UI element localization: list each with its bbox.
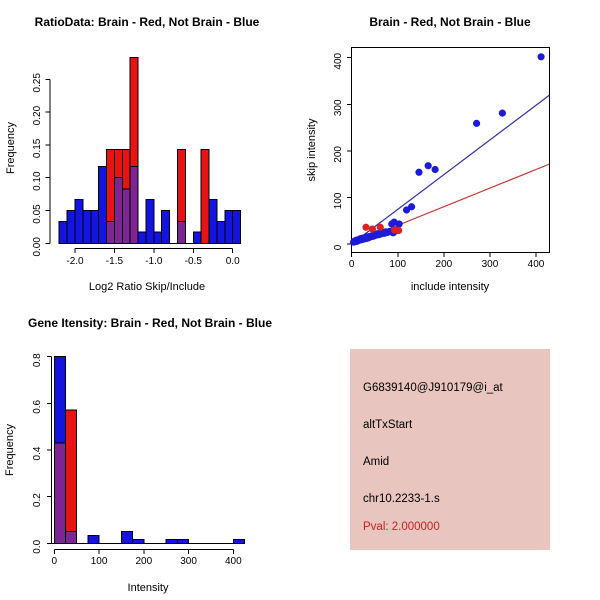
hist-bar-hist_blue	[137, 231, 147, 244]
tick-label: -1.0	[145, 256, 163, 267]
plot-box	[351, 47, 550, 253]
gene-histogram-plot: 0.0 0.2 0.4 0.6 0.8 0 100 200 300 400	[32, 353, 245, 567]
tick-label: 0.00	[32, 237, 43, 257]
hist-bar-hist_blue	[66, 210, 76, 244]
hist-bar-overlap_purple	[129, 166, 139, 244]
scatter-panel: Brain - Red, Not Brain - Blue 0 100 200 300…	[306, 15, 550, 293]
tick-label: 0.0	[226, 256, 240, 267]
ratio-histogram-title: RatioData: Brain - Red, Not Brain - Blue	[35, 15, 260, 29]
hist-bar-hist_blue	[161, 210, 171, 244]
chromosome-location-text: chr10.2233-1.s	[363, 493, 440, 505]
tick-label: 200	[436, 259, 453, 270]
tick-label: 0.25	[32, 73, 43, 93]
hist-bar-hist_blue	[74, 198, 84, 244]
hist-bar-overlap_purple	[113, 177, 123, 244]
probe-id-text: G6839140@J910179@i_at	[363, 382, 503, 394]
hist-bar-hist_blue	[82, 210, 92, 244]
tick-label: 0	[333, 244, 344, 250]
pval-text: Pval: 2.000000	[363, 521, 440, 533]
data-point-point_red	[368, 225, 377, 233]
tick-label: 0	[349, 259, 355, 270]
tick-label: 400	[225, 556, 242, 567]
tick-label: 0	[52, 556, 58, 567]
hist-bar-hist_blue	[87, 535, 100, 544]
hist-bar-hist_blue	[98, 166, 108, 244]
gene-histogram-panel: Gene Itensity: Brain - Red, Not Brain - …	[4, 316, 272, 594]
data-point-point_blue	[431, 165, 439, 174]
hist-bar-hist_blue	[208, 198, 218, 244]
data-point-point_red	[362, 223, 370, 231]
event-type-text: altTxStart	[363, 419, 413, 431]
tick-label: 300	[180, 556, 197, 567]
hist-bar-hist_blue	[232, 210, 242, 244]
tick-label: 400	[528, 259, 545, 270]
hist-bar-hist_red	[200, 148, 210, 244]
hist-bar-hist_blue	[145, 198, 155, 244]
hist-bar-overlap_purple	[121, 188, 131, 244]
gene-name-text: Amid	[363, 456, 390, 468]
tick-label: -0.5	[185, 256, 203, 267]
ratio-histogram-plot: 0.00 0.05 0.10 0.15 0.20 0.25 -2.0 -1.5 -1.0 -0.5…	[32, 57, 242, 267]
data-point-point_blue	[395, 220, 403, 228]
data-point-point_blue	[415, 168, 423, 176]
tick-label: 300	[333, 99, 344, 116]
hist-bar-hist_blue	[132, 538, 145, 544]
hist-bar-hist_blue	[232, 538, 245, 544]
tick-label: 100	[333, 192, 344, 209]
tick-label: -1.5	[106, 256, 124, 267]
not-brain-fit-line	[351, 94, 550, 245]
gene-info-panel: G6839140@J910179@i_at altTxStart Amid ch…	[350, 349, 550, 550]
gene-histogram-xlabel: Intensity	[128, 582, 169, 594]
hist-bar-hist_blue	[58, 221, 68, 244]
tick-label: 100	[91, 556, 108, 567]
tick-label: 0.10	[32, 171, 43, 191]
data-point-point_blue	[424, 162, 432, 170]
data-point-point_blue	[472, 119, 481, 127]
hist-bar-hist_blue	[216, 221, 226, 244]
hist-bar-hist_blue	[120, 531, 134, 544]
tick-label: 0.2	[32, 493, 43, 507]
tick-label: 200	[333, 146, 344, 163]
ratio-histogram-xlabel: Log2 Ratio Skip/Include	[89, 281, 205, 293]
tick-label: -2.0	[66, 256, 84, 267]
data-point-point_blue	[498, 109, 506, 117]
hist-bar-overlap_purple	[106, 221, 115, 244]
hist-bar-overlap_purple	[53, 442, 66, 544]
data-point-point_blue	[408, 203, 416, 211]
tick-label: 400	[333, 52, 344, 69]
tick-label: 0.0	[32, 539, 43, 553]
hist-bar-hist_blue	[192, 231, 202, 244]
data-point-point_blue	[537, 53, 545, 61]
hist-bar-hist_blue	[176, 538, 190, 544]
tick-label: 0.15	[32, 138, 43, 158]
tick-label: 0.05	[32, 204, 43, 224]
ratio-histogram-ylabel: Frequency	[5, 122, 17, 174]
data-point-point_red	[395, 226, 403, 235]
tick-label: 0.6	[32, 399, 43, 413]
scatter-title: Brain - Red, Not Brain - Blue	[369, 15, 531, 29]
hist-bar-hist_blue	[224, 210, 234, 244]
gene-histogram-ylabel: Frequency	[4, 424, 16, 476]
scatter-ylabel: skip intensity	[306, 118, 318, 181]
hist-bar-hist_blue	[90, 210, 100, 244]
gene-histogram-title: Gene Itensity: Brain - Red, Not Brain - …	[28, 316, 272, 330]
hist-bar-hist_red	[64, 409, 78, 544]
tick-label: 0.4	[32, 446, 43, 460]
hist-bar-overlap_purple	[177, 221, 186, 244]
hist-bar-overlap_purple	[64, 531, 78, 544]
data-point-point_red	[376, 223, 384, 231]
tick-label: 0.20	[32, 105, 43, 125]
ratio-histogram-panel: RatioData: Brain - Red, Not Brain - Blue…	[5, 15, 260, 293]
hist-bar-hist_blue	[165, 538, 178, 544]
tick-label: 300	[482, 259, 499, 270]
data-point-point_blue	[402, 206, 411, 214]
tick-label: 100	[389, 259, 406, 270]
scatter-xlabel: include intensity	[411, 281, 490, 293]
tick-label: 200	[135, 556, 152, 567]
hist-bar-hist_blue	[153, 231, 163, 244]
scatter-plot: 0 100 200 300 400 0 100 200 300 400	[333, 47, 550, 270]
tick-label: 0.8	[32, 353, 43, 367]
